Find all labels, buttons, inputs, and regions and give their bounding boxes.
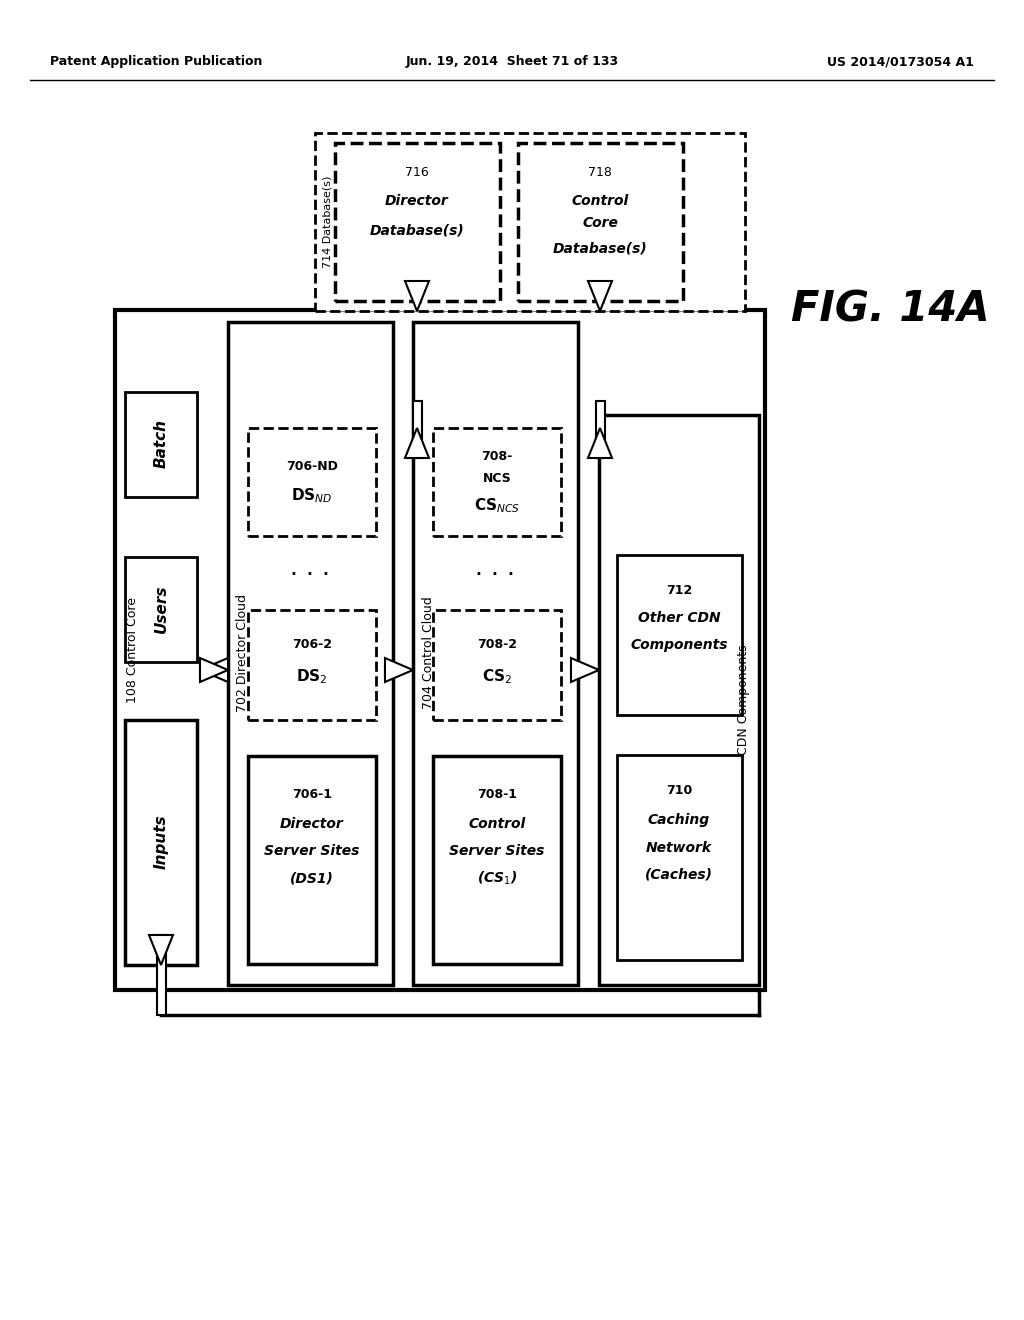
Bar [248, 428, 376, 536]
Bar [228, 322, 393, 985]
Text: Control: Control [571, 194, 629, 209]
Polygon shape [406, 281, 429, 312]
Bar [157, 935, 166, 1015]
Polygon shape [385, 657, 413, 682]
Text: Core: Core [582, 216, 617, 230]
Text: Other CDN: Other CDN [638, 611, 720, 624]
Bar [125, 557, 197, 663]
Text: 714 Database(s): 714 Database(s) [323, 176, 333, 268]
Polygon shape [588, 281, 612, 312]
Text: 704 Control Cloud: 704 Control Cloud [422, 597, 434, 709]
Text: 708-2: 708-2 [477, 639, 517, 652]
Bar [571, 665, 578, 675]
Bar [125, 719, 197, 965]
Bar [248, 610, 376, 719]
Text: 708-1: 708-1 [477, 788, 517, 800]
Text: Server Sites: Server Sites [264, 843, 359, 858]
Text: 716: 716 [406, 166, 429, 180]
Text: Caching: Caching [648, 813, 710, 828]
Text: 718: 718 [588, 166, 612, 180]
Bar [248, 756, 376, 964]
Text: Network: Network [646, 841, 712, 855]
Bar [617, 755, 742, 960]
Bar [518, 143, 683, 301]
Text: Database(s): Database(s) [370, 224, 464, 238]
Polygon shape [200, 657, 228, 682]
Text: Inputs: Inputs [154, 814, 169, 870]
Polygon shape [200, 657, 228, 682]
Text: Database(s): Database(s) [553, 242, 647, 255]
Text: · · ·: · · · [290, 564, 330, 587]
Bar [433, 428, 561, 536]
Text: · · ·: · · · [475, 564, 515, 587]
Bar [599, 414, 759, 985]
Bar [413, 322, 578, 985]
Text: Director: Director [281, 817, 344, 832]
Text: DS$_2$: DS$_2$ [296, 668, 328, 686]
Polygon shape [571, 657, 599, 682]
Text: 706-ND: 706-ND [286, 459, 338, 473]
Bar [596, 401, 604, 458]
Text: 702 Director Cloud: 702 Director Cloud [237, 594, 250, 711]
Text: Jun. 19, 2014  Sheet 71 of 133: Jun. 19, 2014 Sheet 71 of 133 [406, 55, 618, 69]
Bar [413, 401, 422, 458]
Text: Users: Users [154, 585, 169, 634]
Text: Batch: Batch [154, 420, 169, 469]
Polygon shape [406, 428, 429, 458]
Text: (DS1): (DS1) [290, 871, 334, 884]
Text: Control: Control [468, 817, 525, 832]
Text: 706-2: 706-2 [292, 639, 332, 652]
Text: (CS$_1$): (CS$_1$) [477, 870, 517, 887]
Bar [125, 392, 197, 498]
Text: FIG. 14A: FIG. 14A [791, 289, 989, 331]
Bar [335, 143, 500, 301]
Bar [315, 133, 745, 312]
Bar [433, 756, 561, 964]
Text: Patent Application Publication: Patent Application Publication [50, 55, 262, 69]
Text: 708-: 708- [481, 450, 513, 462]
Text: DS$_{ND}$: DS$_{ND}$ [291, 487, 333, 506]
Bar [617, 554, 742, 715]
Text: CS$_{NCS}$: CS$_{NCS}$ [474, 496, 520, 515]
Text: 712: 712 [666, 583, 692, 597]
Text: Components: Components [630, 638, 728, 652]
Text: US 2014/0173054 A1: US 2014/0173054 A1 [827, 55, 974, 69]
Polygon shape [588, 428, 612, 458]
Text: (Caches): (Caches) [645, 869, 713, 882]
Text: CS$_2$: CS$_2$ [482, 668, 512, 686]
Text: Director: Director [385, 194, 449, 209]
Text: NCS: NCS [482, 471, 511, 484]
Polygon shape [150, 935, 173, 965]
Bar [385, 665, 393, 675]
Text: 706-1: 706-1 [292, 788, 332, 800]
Bar [200, 665, 228, 675]
Bar [433, 610, 561, 719]
Text: 108 Control Core: 108 Control Core [126, 597, 138, 704]
Text: Server Sites: Server Sites [450, 843, 545, 858]
Bar [115, 310, 765, 990]
Text: 710: 710 [666, 784, 692, 796]
Text: CDN Components: CDN Components [737, 644, 751, 755]
